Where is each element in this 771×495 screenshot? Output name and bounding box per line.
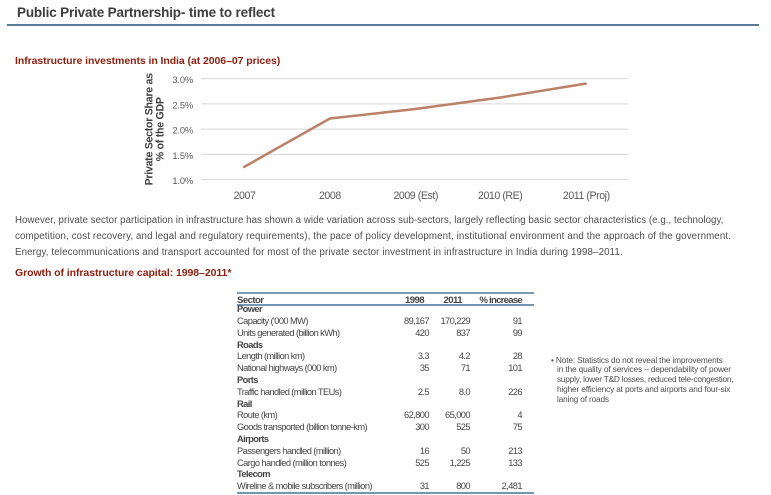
svg-text:2.0%: 2.0%	[172, 125, 193, 136]
svg-text:Private Sector Share as: Private Sector Share as	[144, 73, 156, 186]
svg-text:2011 (Proj): 2011 (Proj)	[563, 190, 610, 202]
svg-text:2008: 2008	[319, 190, 341, 202]
svg-text:3.0%: 3.0%	[172, 74, 193, 85]
svg-text:2.5%: 2.5%	[172, 99, 193, 110]
svg-text:2007: 2007	[234, 190, 256, 202]
svg-text:2010 (RE): 2010 (RE)	[478, 190, 522, 202]
svg-text:1.0%: 1.0%	[172, 175, 193, 186]
svg-text:1.5%: 1.5%	[172, 150, 193, 161]
svg-text:2009 (Est): 2009 (Est)	[393, 190, 437, 202]
svg-text:% of the GDP: % of the GDP	[155, 97, 167, 161]
